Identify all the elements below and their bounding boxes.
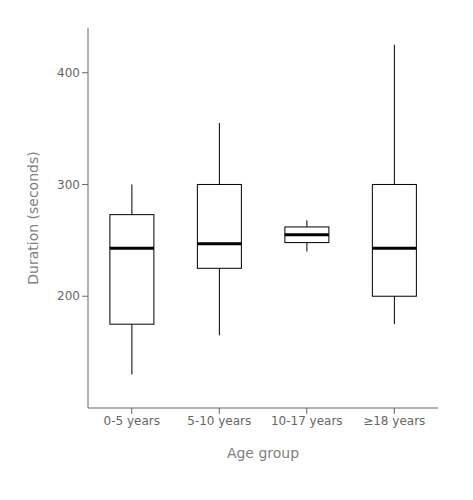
svg-text:300: 300 bbox=[57, 178, 80, 192]
svg-text:Age group: Age group bbox=[227, 445, 299, 461]
svg-text:Duration (seconds): Duration (seconds) bbox=[25, 151, 41, 284]
svg-text:≥18 years: ≥18 years bbox=[363, 414, 425, 428]
svg-text:5-10 years: 5-10 years bbox=[187, 414, 251, 428]
svg-text:10-17 years: 10-17 years bbox=[271, 414, 343, 428]
svg-text:400: 400 bbox=[57, 66, 80, 80]
svg-text:200: 200 bbox=[57, 289, 80, 303]
svg-text:0-5 years: 0-5 years bbox=[104, 414, 160, 428]
